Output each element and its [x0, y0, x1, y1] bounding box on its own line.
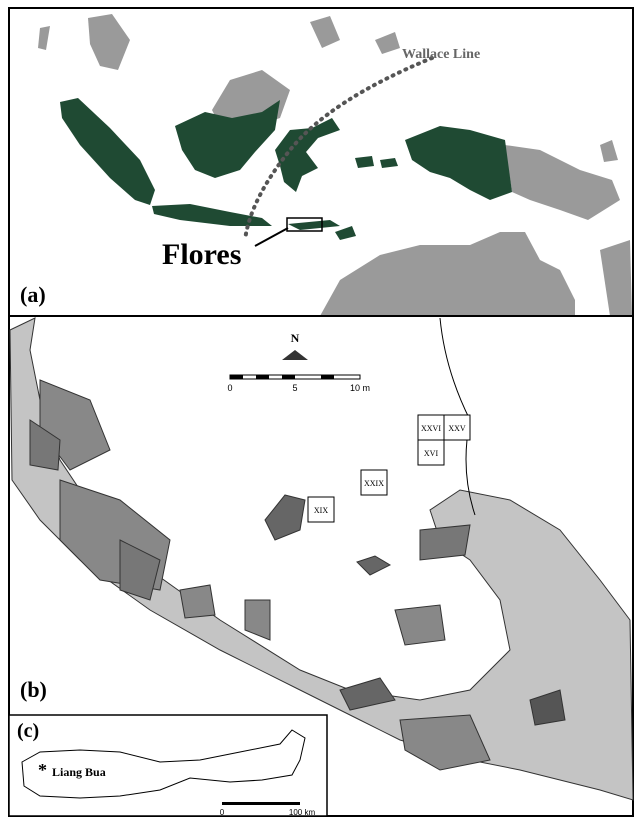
square-label: XXV — [448, 424, 466, 433]
flores-label: Flores — [162, 238, 241, 271]
scale-label: 100 km — [289, 808, 316, 817]
panel-a: Wallace Line Flores (a) — [9, 8, 633, 316]
scale-label: 5 — [292, 383, 297, 393]
north-label: N — [291, 331, 300, 345]
scale-label: 0 — [227, 383, 232, 393]
panel-label: (a) — [20, 282, 46, 307]
wallace-label: Wallace Line — [402, 47, 480, 62]
square-label: XVI — [424, 449, 439, 458]
scale-bar — [222, 802, 300, 805]
square-label: XIX — [314, 506, 328, 515]
panel-c: * Liang Bua 0 100 km (c) — [9, 715, 327, 817]
scale-label: 10 m — [350, 383, 370, 393]
scale-label: 0 — [220, 808, 225, 817]
site-marker: * — [38, 760, 47, 780]
scale-bar — [230, 375, 360, 379]
square-label: XXIX — [364, 479, 384, 488]
panel-label: (c) — [17, 720, 39, 742]
rock — [180, 585, 215, 618]
rock — [420, 525, 470, 560]
page: Wallace Line Flores (a) XXVI XXV XVI XX — [0, 0, 634, 817]
square-label: XXVI — [421, 424, 441, 433]
figure: Wallace Line Flores (a) XXVI XXV XVI XX — [0, 0, 634, 817]
site-label: Liang Bua — [52, 765, 106, 779]
panel-label: (b) — [20, 677, 47, 702]
